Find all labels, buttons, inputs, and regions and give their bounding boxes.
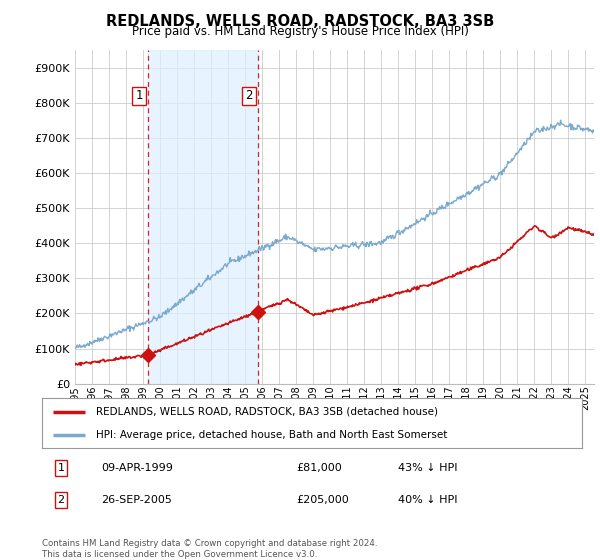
Text: 40% ↓ HPI: 40% ↓ HPI [398,495,458,505]
Text: £81,000: £81,000 [296,463,341,473]
Text: 1: 1 [58,463,64,473]
Text: 1: 1 [136,90,143,102]
Text: Contains HM Land Registry data © Crown copyright and database right 2024.
This d: Contains HM Land Registry data © Crown c… [42,539,377,559]
Text: REDLANDS, WELLS ROAD, RADSTOCK, BA3 3SB (detached house): REDLANDS, WELLS ROAD, RADSTOCK, BA3 3SB … [96,407,438,417]
Text: REDLANDS, WELLS ROAD, RADSTOCK, BA3 3SB: REDLANDS, WELLS ROAD, RADSTOCK, BA3 3SB [106,14,494,29]
Bar [148,50,257,384]
Text: £205,000: £205,000 [296,495,349,505]
Text: HPI: Average price, detached house, Bath and North East Somerset: HPI: Average price, detached house, Bath… [96,431,448,440]
Text: 26-SEP-2005: 26-SEP-2005 [101,495,172,505]
Text: 2: 2 [245,90,253,102]
Text: Price paid vs. HM Land Registry's House Price Index (HPI): Price paid vs. HM Land Registry's House … [131,25,469,38]
Text: 43% ↓ HPI: 43% ↓ HPI [398,463,458,473]
Text: 09-APR-1999: 09-APR-1999 [101,463,173,473]
Text: 2: 2 [58,495,64,505]
